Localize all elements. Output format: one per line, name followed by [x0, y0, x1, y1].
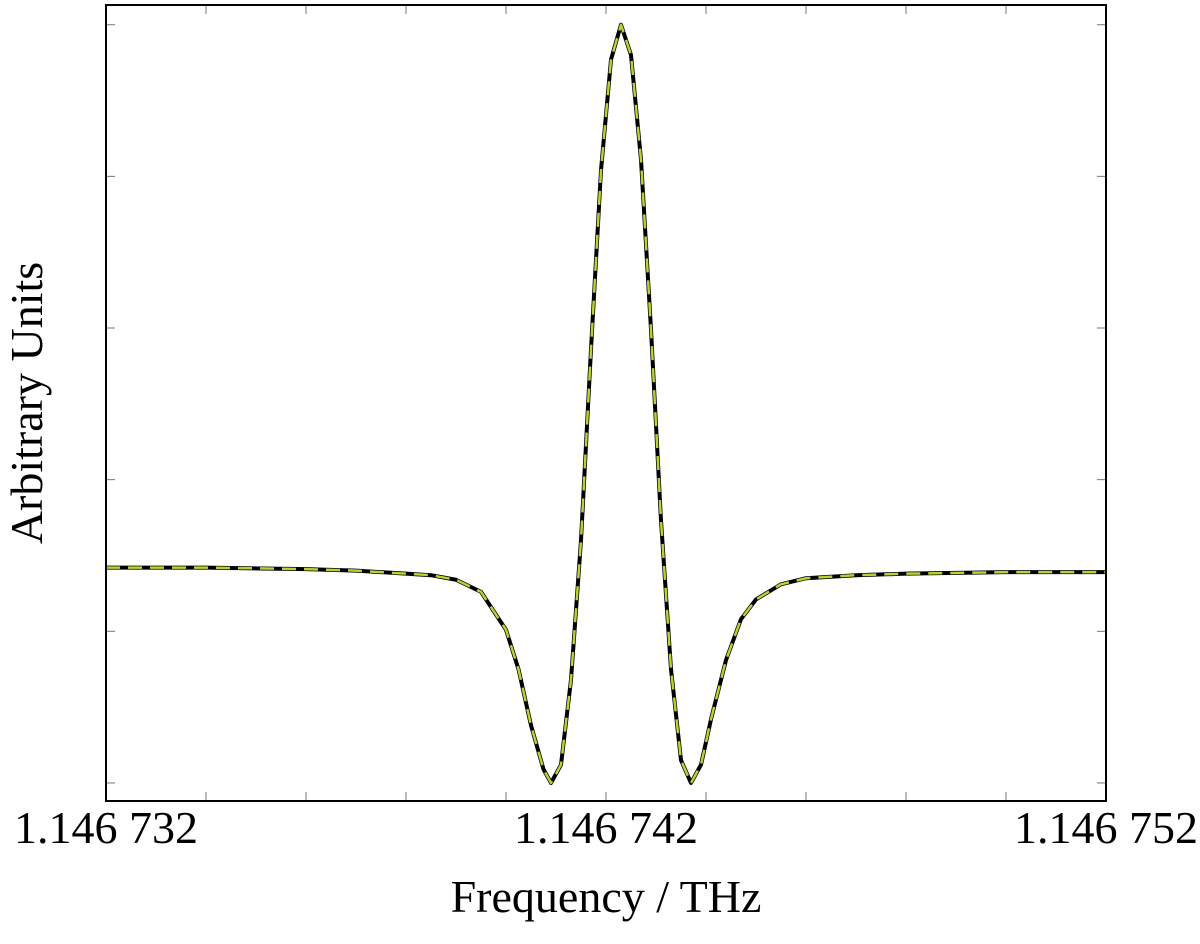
y-axis-title: Arbitrary Units: [1, 262, 52, 544]
x-tick-label: 1.146 742: [514, 802, 698, 853]
x-axis-title: Frequency / THz: [451, 871, 762, 922]
data-line: [106, 23, 1106, 785]
x-tick-label: 1.146 732: [14, 802, 198, 853]
plot-frame: [105, 4, 1107, 802]
x-tick-label: 1.146 752: [1014, 802, 1198, 853]
data-line: [106, 22, 1106, 785]
